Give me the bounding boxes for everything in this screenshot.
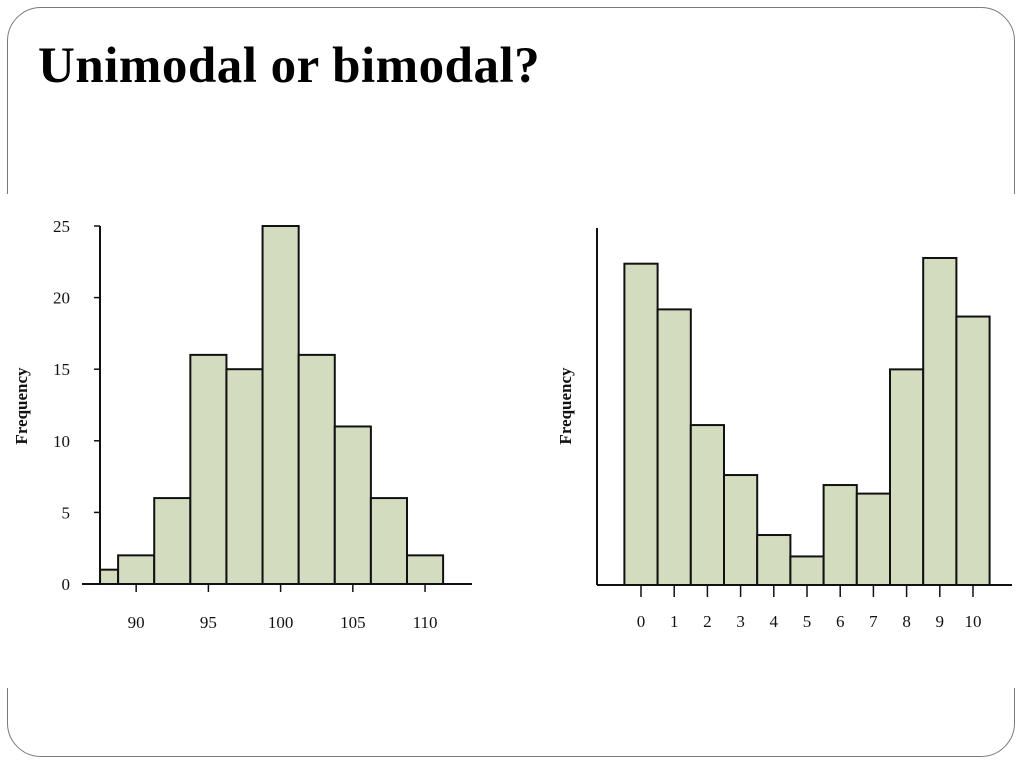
histogram-bar	[922, 256, 958, 586]
x-tick-label: 4	[770, 612, 779, 631]
x-tick-label: 90	[128, 613, 145, 632]
figure-panel: 0 5 10 15 20 25 90 95 100 105 110 Frequency 0 1 2 3 4 5 6…	[0, 194, 1024, 688]
histogram-bar	[656, 308, 692, 587]
histogram-bar	[333, 425, 372, 585]
histogram-bar	[225, 368, 264, 585]
histogram-bar	[153, 497, 192, 585]
x-tick-label: 2	[703, 612, 712, 631]
x-tick-label: 10	[965, 612, 982, 631]
histogram-bar	[189, 353, 228, 585]
y-tick-label: 10	[53, 432, 70, 451]
histogram-bar	[789, 555, 825, 587]
histogram-bar	[297, 353, 336, 585]
x-tick-label: 100	[268, 613, 294, 632]
histogram-bar	[756, 534, 792, 586]
histogram-bar	[117, 554, 156, 585]
histogram-bar	[955, 315, 991, 586]
histogram-bar	[822, 484, 858, 587]
y-tick-label: 20	[53, 289, 70, 308]
slide-title: Unimodal or bimodal?	[38, 38, 541, 94]
histogram-bar	[99, 568, 120, 585]
y-axis-title: Frequency	[556, 367, 575, 445]
histogram-bar	[406, 554, 445, 585]
x-tick-label: 5	[803, 612, 812, 631]
y-tick-label: 15	[53, 360, 70, 379]
x-tick-label: 9	[936, 612, 945, 631]
histogram-bar	[723, 474, 759, 587]
x-tick-label: 95	[200, 613, 217, 632]
x-tick-label: 6	[836, 612, 845, 631]
histogram-bar	[261, 225, 300, 585]
histogram-bar	[369, 497, 408, 585]
x-tick-label: 0	[637, 612, 646, 631]
histogram-bar	[855, 492, 891, 586]
y-tick-label: 25	[53, 217, 70, 236]
x-tick-label: 1	[670, 612, 679, 631]
unimodal-histogram: 0 5 10 15 20 25 90 95 100 105 110 Frequency	[12, 217, 472, 632]
y-tick-label: 5	[62, 503, 71, 522]
x-tick-label: 3	[736, 612, 745, 631]
y-axis-title: Frequency	[12, 367, 31, 445]
bimodal-histogram: 0 1 2 3 4 5 6 7 8 9 10 Frequency	[556, 228, 1012, 631]
x-tick-label: 110	[413, 613, 438, 632]
x-tick-label: 105	[340, 613, 366, 632]
y-tick-label: 0	[62, 575, 71, 594]
x-tick-label: 8	[902, 612, 911, 631]
histogram-bar	[623, 262, 659, 586]
x-tick-label: 7	[869, 612, 878, 631]
histogram-bar	[689, 424, 726, 586]
histogram-bar	[889, 368, 925, 586]
